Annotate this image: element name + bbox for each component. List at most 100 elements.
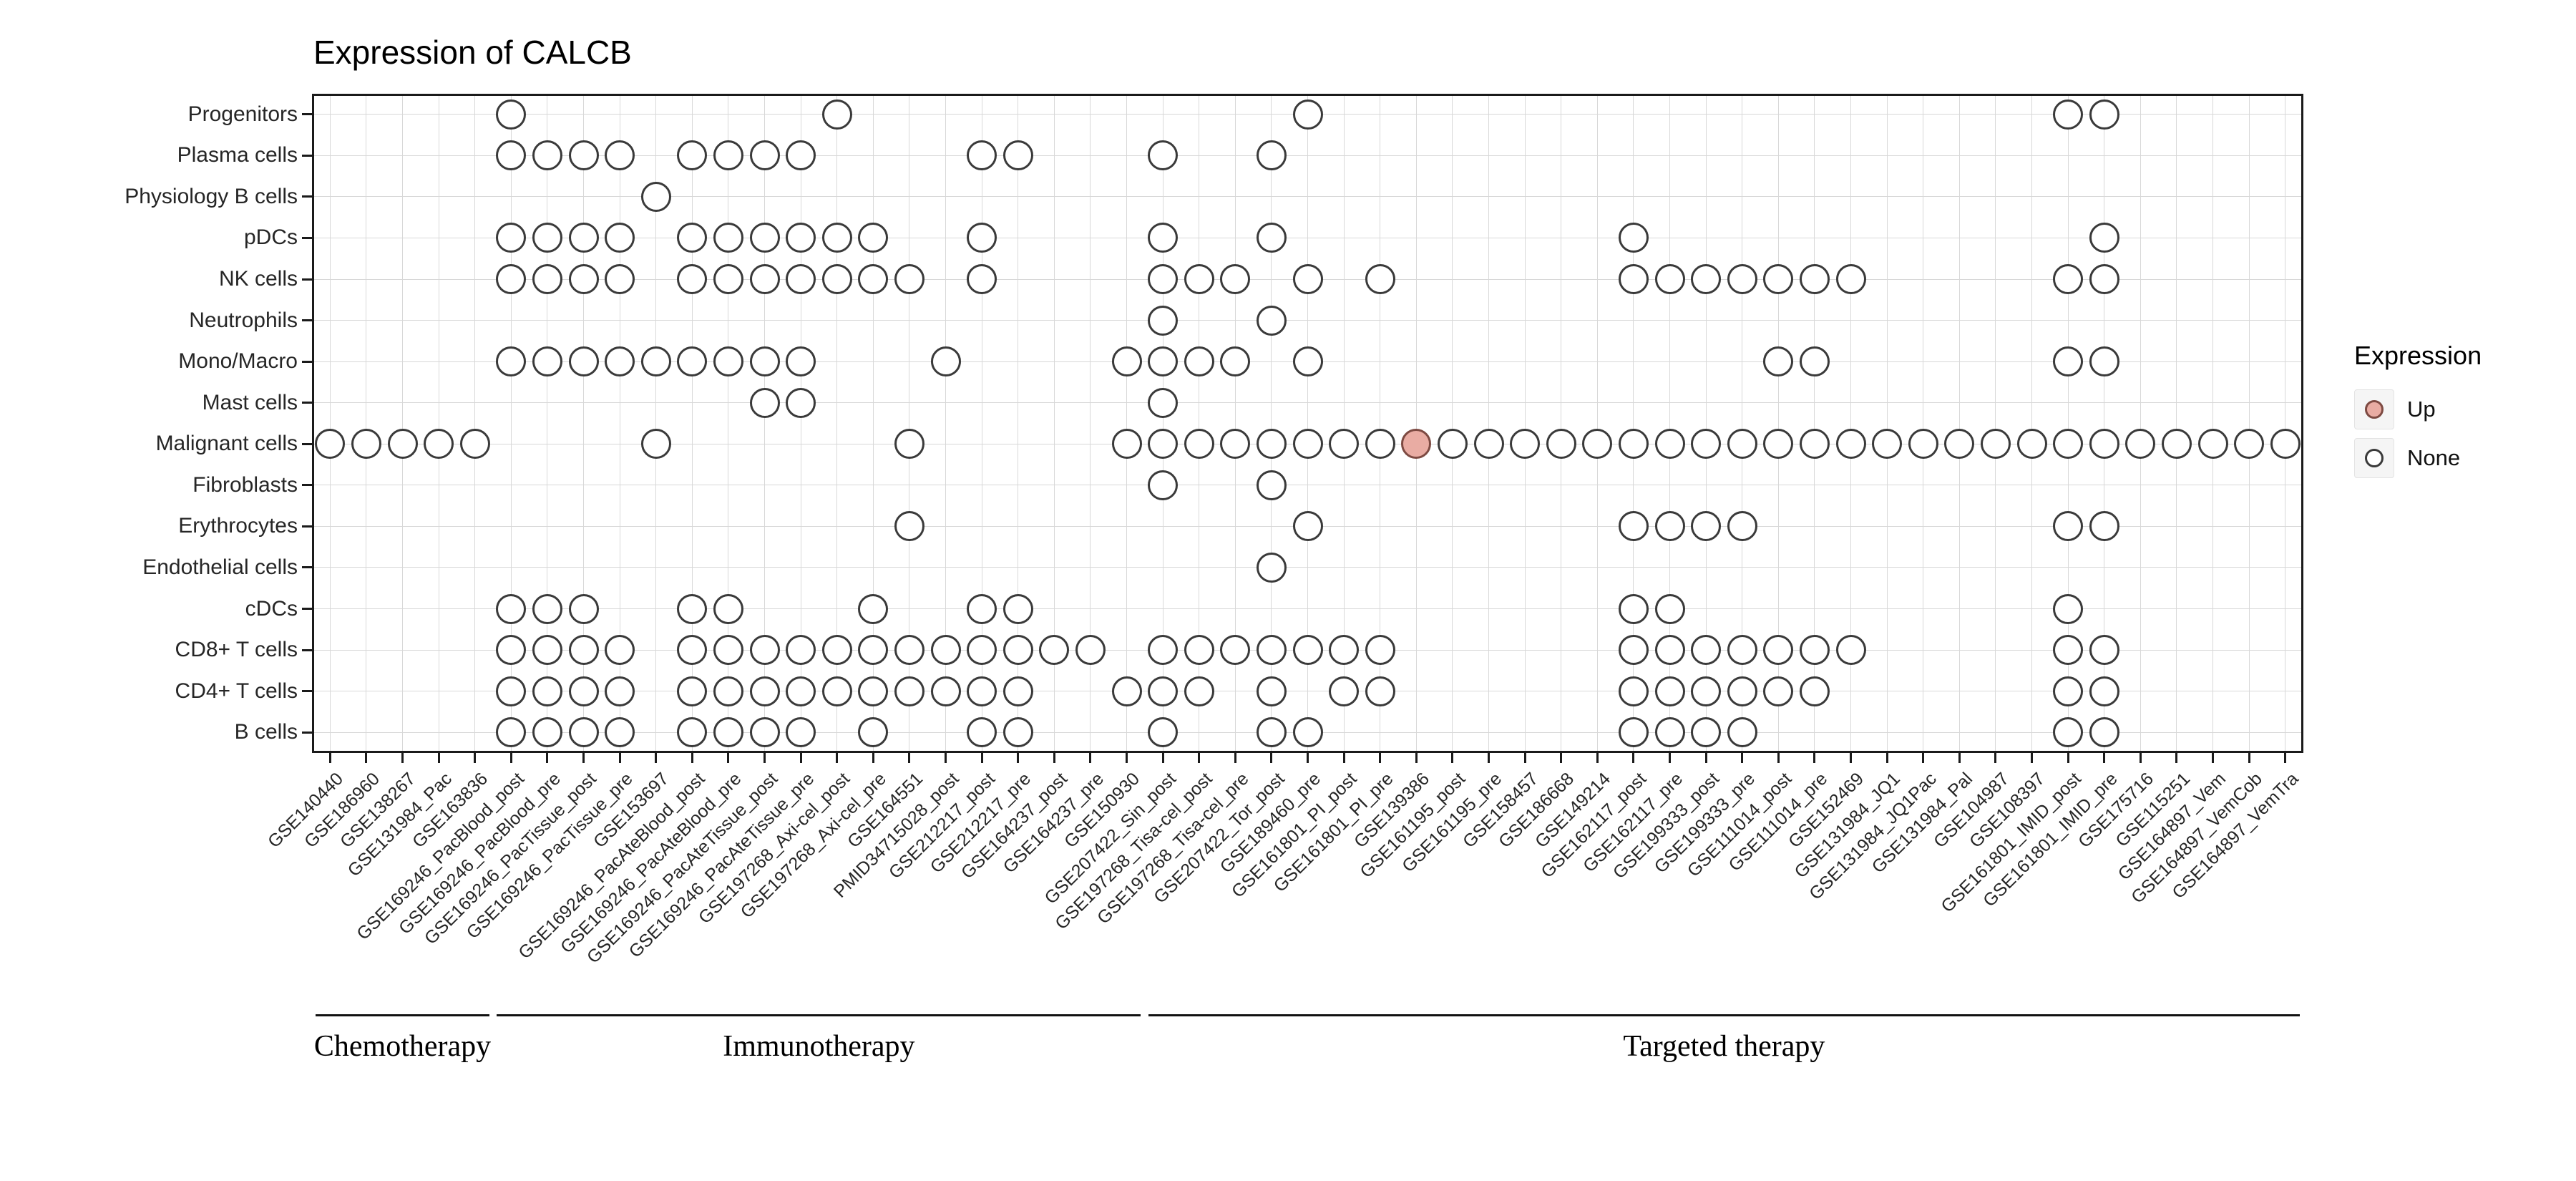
expression-dot-none [1799,346,1830,377]
y-axis-label: Progenitors [187,102,298,126]
x-tick [2139,753,2142,763]
expression-dot-none [677,717,708,748]
expression-dot-none [532,264,562,295]
expression-dot-none [1184,429,1214,460]
y-tick [302,690,312,693]
x-tick [1161,753,1164,763]
expression-dot-none [496,264,527,295]
expression-dot-none [821,99,852,130]
gridline-vertical [1090,94,1091,753]
expression-dot-none [568,223,599,253]
expression-dot-none [1292,635,1323,666]
expression-dot-none [1002,676,1033,706]
x-tick [727,753,730,763]
expression-dot-none [605,717,635,748]
x-tick [1958,753,1961,763]
x-tick [2248,753,2250,763]
y-axis-label: Malignant cells [155,432,298,456]
x-tick [2284,753,2287,763]
expression-dot-none [2053,593,2084,624]
expression-dot-none [677,264,708,295]
gridline-vertical [1633,94,1634,753]
expression-dot-none [605,264,635,295]
expression-dot-none [967,717,997,748]
x-tick [401,753,404,763]
expression-dot-none [568,264,599,295]
gridline-vertical [872,94,874,753]
expression-dot-none [749,346,780,377]
expression-dot-none [930,346,961,377]
expression-dot-none [1872,429,1903,460]
expression-dot-none [1002,140,1033,171]
expression-dot-none [1618,429,1649,460]
expression-dot-none [1148,717,1179,748]
expression-dot-none [568,140,599,171]
expression-dot-none [496,346,527,377]
x-tick [546,753,549,763]
expression-dot-none [1256,635,1287,666]
expression-dot-none [532,140,562,171]
expression-dot-none [1727,676,1757,706]
gridline-vertical [329,94,331,753]
expression-dot-none [532,717,562,748]
y-axis-label: Mono/Macro [178,349,298,374]
expression-dot-none [1256,429,1287,460]
gridline-vertical [655,94,657,753]
expression-dot-none [677,676,708,706]
expression-dot-none [1292,511,1323,542]
x-tick [1017,753,1020,763]
gridline-vertical [402,94,403,753]
gridline-vertical [1234,94,1236,753]
expression-dot-none [1292,264,1323,295]
expression-dot-none [1329,635,1360,666]
expression-dot-none [858,676,889,706]
expression-dot-none [1618,717,1649,748]
expression-dot-none [532,676,562,706]
expression-dot-none [1220,635,1251,666]
x-tick [1777,753,1780,763]
expression-dot-none [1148,140,1179,171]
expression-dot-none [1618,223,1649,253]
expression-dot-none [1292,346,1323,377]
expression-dot-none [2053,429,2084,460]
expression-dot-none [713,593,743,624]
expression-dot-none [424,429,454,460]
x-tick [1342,753,1345,763]
expression-dot-none [967,635,997,666]
expression-dot-none [532,593,562,624]
expression-dot-none [1292,429,1323,460]
y-axis-label: Fibroblasts [192,472,298,497]
expression-dot-none [1329,676,1360,706]
y-tick [302,278,312,281]
expression-dot-none [1365,635,1395,666]
therapy-group-label: Chemotherapy [313,1030,492,1063]
expression-dot-none [1473,429,1504,460]
x-tick [1813,753,1816,763]
y-axis-label: Mast cells [202,390,298,414]
y-tick [302,402,312,404]
x-tick [618,753,621,763]
expression-dot-none [1654,717,1685,748]
gridline-vertical [1343,94,1345,753]
y-axis-label: CD4+ T cells [175,679,298,703]
x-tick [1270,753,1273,763]
gridline-vertical [1777,94,1779,753]
expression-dot-none [1148,635,1179,666]
expression-dot-none [749,264,780,295]
y-axis-label: Physiology B cells [125,184,298,208]
x-tick [763,753,766,763]
expression-dot-none [640,429,671,460]
y-tick [302,731,312,734]
expression-dot-none [1184,635,1214,666]
y-tick [302,648,312,651]
expression-dot-none [677,635,708,666]
expression-dot-none [496,676,527,706]
x-tick [1560,753,1563,763]
expression-dot-none [2053,346,2084,377]
x-tick [2212,753,2214,763]
expression-dot-none [1691,717,1722,748]
expression-dot-none [2053,264,2084,295]
gridline-vertical [1271,94,1272,753]
expression-dot-none [1256,305,1287,336]
x-tick [509,753,512,763]
